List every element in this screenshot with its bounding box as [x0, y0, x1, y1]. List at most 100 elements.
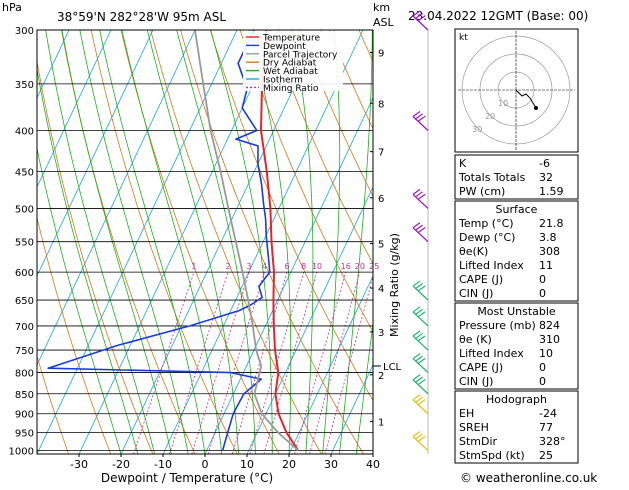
index-box: [454, 302, 579, 390]
x-axis-title: Dewpoint / Temperature (°C): [101, 471, 273, 485]
km-tick-label: 5: [378, 240, 384, 251]
mixing-ratio-labels: 1 2 3 4 6 8 10 16 20 25: [191, 262, 379, 271]
index-label: StmSpd (kt): [459, 449, 525, 462]
x-tick-label: 0: [202, 458, 209, 471]
wind-barb: [412, 330, 429, 351]
x-tick-label: 10: [240, 458, 254, 471]
series-line-parcel-trajectory: [194, 30, 299, 452]
pressure-label: 300: [15, 26, 34, 37]
wind-barb: [412, 10, 429, 31]
hodograph-trace: [515, 89, 537, 109]
km-tick-label: 3: [378, 328, 384, 339]
dry-adiabat-line: [37, 216, 112, 454]
isotherm-line: [37, 30, 112, 188]
km-tick-label: 1: [378, 417, 384, 428]
credit: © weatheronline.co.uk: [460, 471, 597, 485]
hpa-label: hPa: [2, 1, 22, 14]
mixing-ratio-line: [324, 275, 373, 454]
index-label: CIN (J): [459, 375, 493, 388]
pressure-label: 750: [15, 346, 34, 357]
pressure-label: 900: [15, 410, 34, 421]
wind-barb: [412, 306, 429, 327]
wet-adiabat-line: [339, 30, 373, 454]
km-tick-label: 2: [378, 371, 384, 382]
dry-adiabat-line: [37, 59, 154, 454]
km-tick-label: 8: [378, 99, 384, 110]
index-label: K: [459, 157, 467, 170]
index-box: [454, 390, 579, 464]
dry-adiabat-line: [597, 30, 629, 454]
index-value: 10: [539, 347, 553, 360]
mixing-ratio-tick-label: 8: [301, 262, 306, 271]
index-label: Pressure (mb): [459, 319, 536, 332]
legend-label: Dry Adiabat: [263, 59, 317, 69]
legend-label: Temperature: [262, 34, 320, 44]
wet-adiabat-line: [355, 320, 373, 454]
wet-adiabat-line: [322, 30, 341, 454]
index-value: 0: [539, 361, 546, 374]
mixing-ratio-tick-label: 4: [262, 262, 267, 271]
index-value: 3.8: [539, 231, 557, 244]
dry-adiabat-line: [120, 30, 280, 454]
index-label: Lifted Index: [459, 347, 524, 360]
lcl-label: LCL: [383, 362, 402, 373]
dry-adiabat-line: [180, 30, 364, 454]
wind-barbs: [412, 10, 429, 454]
legend-label: Isotherm: [263, 76, 303, 86]
temperature-labels: -30 -20 -10 0 10 20 30 40: [70, 454, 380, 471]
legend-label: Dewpoint: [263, 42, 306, 52]
wet-adiabat-line: [121, 30, 223, 454]
index-value: 328°: [539, 435, 566, 448]
x-tick-label: -30: [70, 458, 88, 471]
index-value: 0: [539, 273, 546, 286]
index-label: StmDir: [459, 435, 498, 448]
x-tick-label: 20: [282, 458, 296, 471]
pressure-label: 350: [15, 80, 34, 91]
km-label: km: [373, 1, 390, 14]
asl-label: ASL: [373, 16, 395, 29]
mixing-ratio-tick-label: 2: [225, 262, 230, 271]
mixing-ratio-line: [294, 271, 347, 454]
km-tick-label: 6: [378, 194, 384, 205]
index-section-title: Surface: [496, 203, 538, 216]
km-tick-label: 9: [378, 49, 384, 60]
index-value: -24: [539, 407, 557, 420]
legend-label: Wet Adiabat: [263, 67, 318, 77]
index-value: 25: [539, 449, 553, 462]
pressure-labels: 300 350 400 450 500 550 600 650 700 750 800 850 900 9…: [9, 26, 34, 458]
index-label: Lifted Index: [459, 259, 524, 272]
hodograph-ring-label: 30: [472, 125, 482, 134]
index-value: 1.59: [539, 185, 564, 198]
pressure-label: 950: [15, 429, 34, 440]
dry-adiabat-line: [269, 30, 373, 265]
x-tick-label: -10: [154, 458, 172, 471]
index-value: 310: [539, 333, 560, 346]
index-label: θe(K): [459, 245, 488, 258]
mixing-ratio-tick-label: 16: [341, 262, 351, 271]
wind-barb: [412, 222, 429, 243]
mixing-ratio-axis-title: Mixing Ratio (g/kg): [388, 233, 401, 337]
wet-adiabat-line: [61, 30, 172, 454]
pressure-label: 600: [15, 268, 34, 279]
wet-adiabat-line: [291, 30, 314, 454]
dry-adiabat-line: [150, 30, 322, 454]
index-label: CAPE (J): [459, 273, 503, 286]
series-line-temperature: [260, 30, 300, 452]
pressure-label: 850: [15, 390, 34, 401]
mixing-ratio-tick-label: 25: [369, 262, 379, 271]
wind-barb: [412, 374, 429, 395]
index-label: SREH: [459, 421, 489, 434]
datetime-title: 23.04.2022 12GMT (Base: 00): [408, 9, 588, 23]
legend-label: Parcel Trajectory: [263, 50, 338, 60]
wind-barb: [412, 188, 429, 209]
mixing-ratio-line: [309, 271, 361, 454]
hodograph-ring-label: 20: [485, 112, 495, 121]
pressure-label: 800: [15, 369, 34, 380]
pressure-label: 400: [15, 126, 34, 137]
hodograph-storm-point: [534, 106, 538, 110]
index-box: [454, 200, 579, 302]
index-value: 0: [539, 375, 546, 388]
wet-adiabat-line: [79, 30, 189, 454]
